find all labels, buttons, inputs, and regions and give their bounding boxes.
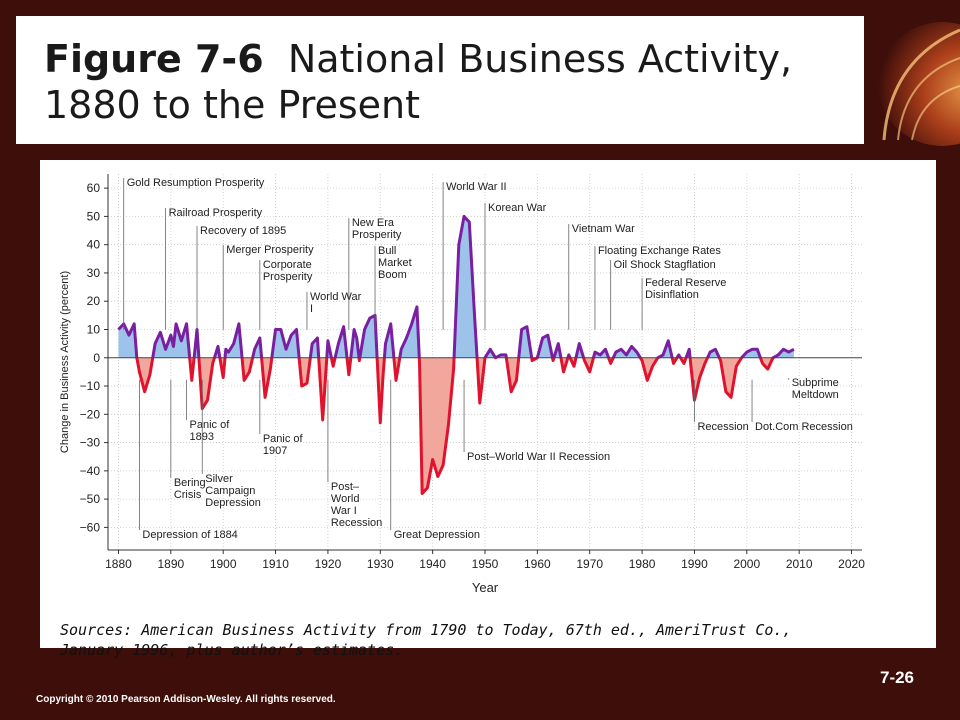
annotation-below-label: 1893 bbox=[190, 431, 214, 443]
annotation-below-label: Depression bbox=[205, 497, 261, 509]
y-tick-label: −30 bbox=[80, 436, 101, 450]
x-tick-label: 1890 bbox=[157, 557, 184, 571]
y-tick-label: 20 bbox=[87, 294, 101, 308]
y-tick-label: 30 bbox=[87, 266, 101, 280]
x-tick-label: 1900 bbox=[210, 557, 237, 571]
x-tick-label: 2000 bbox=[733, 557, 760, 571]
x-tick-label: 1960 bbox=[524, 557, 551, 571]
x-axis-label: Year bbox=[472, 580, 499, 595]
figure-number: Figure 7-6 bbox=[44, 37, 264, 81]
annotation-above-label: Corporate bbox=[263, 259, 312, 271]
x-tick-label: 1930 bbox=[367, 557, 394, 571]
annotation-below-label: Post–World War II Recession bbox=[467, 451, 610, 463]
annotation-below-label: Dot.Com Recession bbox=[755, 421, 853, 433]
annotation-below-label: Depression of 1884 bbox=[142, 529, 237, 541]
annotation-above-label: Vietnam War bbox=[572, 223, 635, 235]
annotation-above-label: Bull bbox=[378, 245, 396, 257]
annotation-below-label: Meltdown bbox=[792, 389, 839, 401]
annotation-above-label: Market bbox=[378, 257, 412, 269]
annotation-above-label: Gold Resumption Prosperity bbox=[127, 177, 265, 189]
annotation-below-label: Panic of bbox=[190, 419, 231, 431]
annotation-above-label: Railroad Prosperity bbox=[169, 207, 263, 219]
annotation-above-label: Recovery of 1895 bbox=[200, 225, 286, 237]
y-tick-label: −40 bbox=[80, 464, 101, 478]
x-tick-label: 1880 bbox=[105, 557, 132, 571]
title-box bbox=[16, 16, 864, 144]
sources-note: Sources: American Business Activity from… bbox=[60, 620, 880, 660]
x-tick-label: 1950 bbox=[472, 557, 499, 571]
x-tick-label: 1910 bbox=[262, 557, 289, 571]
annotation-below-label: Bering bbox=[174, 477, 206, 489]
y-tick-label: 50 bbox=[87, 209, 101, 223]
y-tick-label: 0 bbox=[93, 351, 100, 365]
annotation-above-label: Disinflation bbox=[645, 289, 699, 301]
slide-number: 7-26 bbox=[879, 668, 915, 687]
annotation-above-label: Merger Prosperity bbox=[226, 244, 314, 256]
annotation-below-label: Subprime bbox=[792, 377, 839, 389]
annotation-below-label: Recession bbox=[697, 421, 748, 433]
annotation-below-label: Crisis bbox=[174, 489, 202, 501]
annotation-below-label: Post– bbox=[331, 481, 360, 493]
x-tick-label: 1940 bbox=[419, 557, 446, 571]
annotation-below-label: 1907 bbox=[263, 445, 287, 457]
annotation-above-label: Korean War bbox=[488, 202, 547, 214]
annotation-above-label: Prosperity bbox=[263, 271, 313, 283]
annotation-above-label: World War II bbox=[446, 181, 507, 193]
y-tick-label: −20 bbox=[80, 407, 101, 421]
annotation-below-label: Campaign bbox=[205, 485, 255, 497]
series-line-negative bbox=[135, 357, 777, 495]
annotation-below-label: Great Depression bbox=[394, 529, 480, 541]
x-tick-label: 1980 bbox=[629, 557, 656, 571]
annotation-above-label: Oil Shock Stagflation bbox=[614, 259, 716, 271]
y-tick-label: −10 bbox=[80, 379, 101, 393]
annotation-above-label: Prosperity bbox=[352, 229, 402, 241]
y-tick-label: 40 bbox=[87, 238, 101, 252]
figure-caption: National Business Activity, 1880 to the … bbox=[44, 37, 793, 127]
publisher-logo bbox=[864, 0, 960, 148]
annotation-below-label: Recession bbox=[331, 517, 382, 529]
annotation-below-label: Silver bbox=[205, 473, 233, 485]
x-tick-label: 1970 bbox=[576, 557, 603, 571]
copyright-notice: Copyright © 2010 Pearson Addison-Wesley.… bbox=[36, 694, 336, 705]
y-tick-label: 10 bbox=[87, 322, 101, 336]
slide-title: Figure 7-6 National Business Activity, 1… bbox=[44, 36, 844, 128]
annotation-above-label: Federal Reserve bbox=[645, 277, 726, 289]
y-tick-label: 60 bbox=[87, 181, 101, 195]
y-tick-label: −50 bbox=[80, 492, 101, 506]
annotation-below-label: Panic of bbox=[263, 433, 304, 445]
annotation-below-label: World bbox=[331, 493, 360, 505]
sources-line-1: Sources: American Business Activity from… bbox=[60, 621, 792, 639]
annotation-above-label: Floating Exchange Rates bbox=[598, 245, 721, 257]
x-tick-label: 1920 bbox=[315, 557, 342, 571]
x-tick-label: 2020 bbox=[838, 557, 865, 571]
annotation-below-label: War I bbox=[331, 505, 357, 517]
annotation-above-label: New Era bbox=[352, 217, 395, 229]
x-tick-label: 1990 bbox=[681, 557, 708, 571]
annotation-above-label: Boom bbox=[378, 269, 407, 281]
chart-panel: 60 50 40 30 20 10 0 −10 −20 −30 −40 −50 −60 1880 1890 1… bbox=[40, 160, 936, 648]
y-axis-label: Change in Business Activity (percent) bbox=[59, 271, 71, 453]
y-tick-label: −60 bbox=[80, 520, 101, 534]
annotation-above-label: I bbox=[310, 303, 313, 315]
sources-line-2: January 1996, plus author’s estimates. bbox=[60, 641, 404, 659]
annotation-above-label: World War bbox=[310, 291, 362, 303]
x-tick-label: 2010 bbox=[786, 557, 813, 571]
